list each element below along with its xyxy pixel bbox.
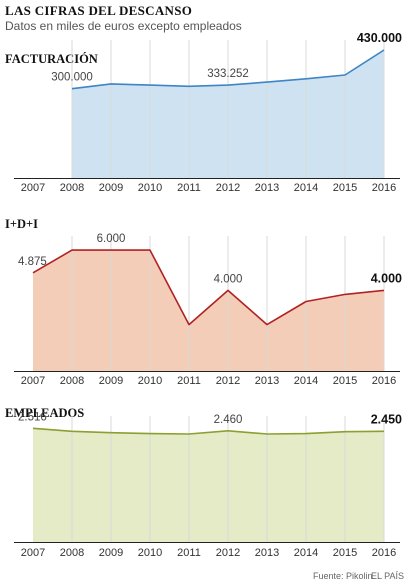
empleados-area (33, 428, 384, 542)
brand-label: EL PAÍS (371, 571, 405, 581)
facturacion-data-label: 333.252 (207, 68, 249, 80)
idi-tick-label: 2012 (216, 375, 240, 387)
facturacion-data-label: 300.000 (51, 72, 93, 84)
idi-tick-label: 2016 (372, 375, 396, 387)
facturacion-tick-label: 2011 (177, 182, 201, 194)
source-note: Fuente: Pikolin. (313, 571, 376, 581)
idi-data-label: 4.000 (214, 273, 243, 285)
facturacion-tick-label: 2015 (333, 182, 357, 194)
empleados-data-label: 2.450 (371, 412, 402, 426)
facturacion-tick-label: 2016 (372, 182, 396, 194)
empleados-tick-label: 2007 (21, 547, 45, 559)
facturacion-tick-label: 2008 (60, 182, 84, 194)
idi-tick-label: 2009 (99, 375, 123, 387)
idi-data-label: 4.875 (18, 256, 47, 268)
empleados-tick-label: 2014 (294, 547, 318, 559)
idi-data-label: 6.000 (97, 233, 126, 245)
facturacion-tick-label: 2010 (138, 182, 162, 194)
chart-subtitle: Datos en miles de euros excepto empleado… (5, 19, 242, 33)
idi-tick-label: 2010 (138, 375, 162, 387)
empleados-data-label: 2.460 (214, 414, 243, 426)
idi-tick-label: 2008 (60, 375, 84, 387)
facturacion-tick-label: 2012 (216, 182, 240, 194)
idi-tick-label: 2013 (255, 375, 279, 387)
empleados-series-line (32, 427, 385, 435)
panel-title-facturacion: FACTURACIÓN (5, 52, 98, 66)
chart-title: LAS CIFRAS DEL DESCANSO (5, 3, 193, 18)
empleados-data-label: 2.516 (18, 411, 47, 423)
empleados-tick-label: 2008 (60, 547, 84, 559)
facturacion-tick-label: 2013 (255, 182, 279, 194)
idi-tick-label: 2014 (294, 375, 318, 387)
idi-tick-label: 2015 (333, 375, 357, 387)
idi-series-line (32, 249, 385, 326)
idi-area (33, 250, 384, 371)
facturacion-tick-label: 2009 (99, 182, 123, 194)
idi-data-label: 4.000 (371, 271, 402, 285)
empleados-tick-label: 2012 (216, 547, 240, 559)
idi-tick-label: 2011 (177, 375, 201, 387)
facturacion-series-line (71, 49, 385, 90)
panel-title-empleados: EMPLEADOS (5, 406, 85, 420)
empleados-tick-label: 2011 (177, 547, 201, 559)
empleados-tick-label: 2009 (99, 547, 123, 559)
empleados-tick-label: 2013 (255, 547, 279, 559)
facturacion-tick-label: 2014 (294, 182, 318, 194)
empleados-tick-label: 2016 (372, 547, 396, 559)
facturacion-data-label: 430.000 (357, 31, 402, 45)
panel-title-idi: I+D+I (5, 217, 39, 231)
facturacion-tick-label: 2007 (21, 182, 45, 194)
empleados-tick-label: 2010 (138, 547, 162, 559)
idi-tick-label: 2007 (21, 375, 45, 387)
empleados-tick-label: 2015 (333, 547, 357, 559)
